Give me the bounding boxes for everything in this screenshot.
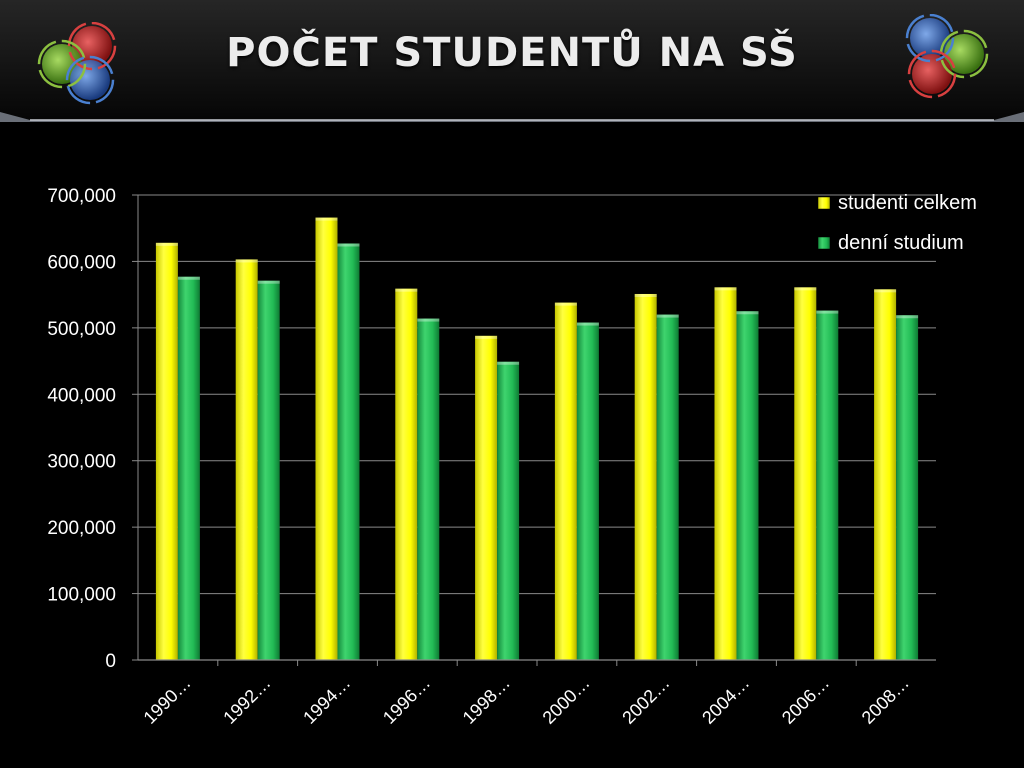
- slide-header: POČET STUDENTŮ NA SŠ: [0, 0, 1024, 122]
- bar-highlight: [736, 311, 759, 315]
- y-tick-label: 500,000: [47, 319, 116, 340]
- bar-studenti-celkem-2: [315, 217, 338, 660]
- bar-highlight: [257, 280, 280, 284]
- bar-studenti-celkem-1: [235, 259, 258, 660]
- x-tick-labels: 1990… 1992… 1994… 1996… 1998… 2000… 2002… 2004……: [140, 673, 913, 728]
- y-tick-label: 300,000: [47, 452, 116, 473]
- x-tick-label: 1998…: [459, 673, 514, 728]
- bar-studenti-celkem-3: [395, 288, 418, 660]
- legend-swatch: [817, 196, 831, 210]
- bar-highlight: [554, 302, 577, 306]
- x-tick-label: 2004…: [698, 673, 753, 728]
- y-tick-label: 100,000: [47, 585, 116, 606]
- bar-studenti-celkem-7: [714, 287, 737, 660]
- bar-chart: 0 100,000 200,000 300,000 400,000 500,000 600,…: [47, 186, 977, 728]
- x-tick-label: 1990…: [140, 673, 195, 728]
- legend: studenti celkem denní studium: [817, 192, 977, 254]
- legend-swatch: [817, 236, 831, 250]
- x-tick-label: 1994…: [299, 673, 354, 728]
- bar-denni-studium-9: [896, 315, 919, 660]
- bar-studenti-celkem-0: [155, 242, 178, 660]
- y-tick-label: 700,000: [47, 186, 116, 207]
- legend-label: denní studium: [838, 232, 964, 254]
- header-divider: [0, 112, 1024, 122]
- bar-highlight: [235, 259, 258, 263]
- bar-highlight: [896, 315, 919, 319]
- bar-highlight: [794, 287, 817, 291]
- y-tick-label: 400,000: [47, 385, 116, 406]
- bar-highlight: [656, 314, 679, 318]
- y-tick-label: 0: [105, 651, 116, 672]
- x-tick-label: 2002…: [618, 673, 673, 728]
- y-tick-label: 200,000: [47, 518, 116, 539]
- axes: [132, 194, 936, 666]
- bar-highlight: [714, 287, 737, 291]
- bar-highlight: [816, 310, 839, 314]
- bar-denni-studium-5: [576, 322, 599, 660]
- bar-denni-studium-3: [417, 318, 440, 660]
- bar-highlight: [576, 322, 599, 326]
- bar-studenti-celkem-5: [554, 302, 577, 660]
- legend-label: studenti celkem: [838, 192, 977, 214]
- bar-highlight: [315, 217, 338, 221]
- bar-highlight: [497, 361, 520, 365]
- bar-highlight: [475, 335, 498, 339]
- bar-studenti-celkem-9: [874, 289, 897, 660]
- bar-highlight: [417, 318, 440, 322]
- x-tick-label: 1992…: [219, 673, 274, 728]
- bar-highlight: [395, 288, 418, 292]
- rings-logo-icon: [905, 14, 989, 99]
- bar-denni-studium-7: [736, 311, 759, 660]
- x-tick-label: 2008…: [858, 673, 913, 728]
- x-tick-label: 2006…: [778, 673, 833, 728]
- x-tick-label: 2000…: [539, 673, 594, 728]
- bar-highlight: [634, 293, 657, 297]
- bar-denni-studium-2: [337, 243, 360, 660]
- rings-logo-icon: [37, 22, 117, 105]
- bar-studenti-celkem-6: [634, 293, 657, 660]
- bars: [155, 217, 919, 660]
- x-tick-label: 1996…: [379, 673, 434, 728]
- bar-highlight: [337, 243, 360, 247]
- bar-highlight: [874, 289, 897, 293]
- bar-denni-studium-4: [497, 361, 520, 660]
- bar-studenti-celkem-8: [794, 287, 817, 660]
- page-title: POČET STUDENTŮ NA SŠ: [226, 30, 798, 76]
- bar-studenti-celkem-4: [475, 335, 498, 660]
- y-tick-labels: 0 100,000 200,000 300,000 400,000 500,000 600,…: [47, 186, 116, 672]
- bar-highlight: [155, 242, 178, 246]
- bar-denni-studium-0: [177, 276, 200, 660]
- bar-highlight: [177, 276, 200, 280]
- y-tick-label: 600,000: [47, 252, 116, 273]
- bar-denni-studium-6: [656, 314, 679, 660]
- bar-denni-studium-1: [257, 280, 280, 660]
- bar-denni-studium-8: [816, 310, 839, 660]
